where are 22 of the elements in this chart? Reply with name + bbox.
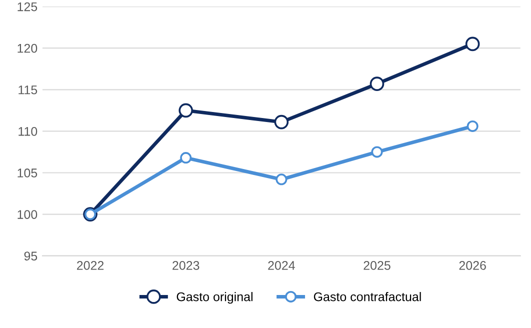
y-tick-label: 115 xyxy=(18,86,38,94)
point xyxy=(370,76,384,91)
x-tick-label: 2023 xyxy=(172,261,200,270)
y-tick-label: 100 xyxy=(18,210,38,219)
point xyxy=(276,174,288,186)
y-tick-label: 120 xyxy=(18,44,38,53)
point xyxy=(274,114,289,130)
y-tick-label: 125 xyxy=(18,2,38,12)
x-tick-label: 2025 xyxy=(364,261,390,270)
point xyxy=(465,36,480,52)
y-tick-label: 110 xyxy=(18,127,38,136)
x-tick-label: 2026 xyxy=(459,261,486,270)
y-tick-label: 105 xyxy=(18,168,38,178)
point xyxy=(178,103,194,118)
point xyxy=(180,152,192,164)
legend-label: Gasto original xyxy=(176,292,252,304)
point xyxy=(371,146,383,158)
x-tick-label: 2022 xyxy=(76,261,104,270)
x-tick-label: 2024 xyxy=(268,261,295,270)
y-tick-label: 95 xyxy=(24,252,38,260)
legend-label: Gasto contrafactual xyxy=(314,292,421,302)
point xyxy=(466,120,478,132)
